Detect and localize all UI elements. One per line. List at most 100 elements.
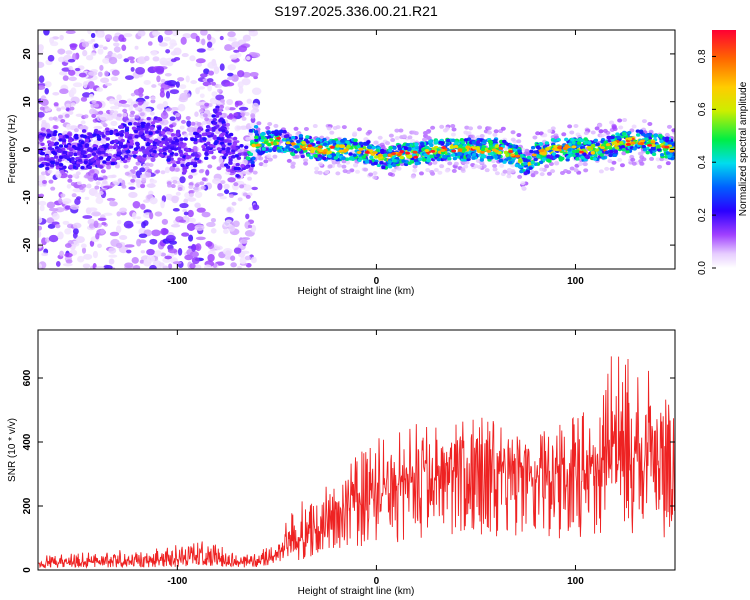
- snr-series: [38, 356, 675, 569]
- heatmap-cell: [479, 158, 485, 162]
- heatmap-cell: [391, 163, 397, 167]
- heatmap-cell: [231, 146, 236, 150]
- heatmap-cell: [165, 91, 171, 99]
- heatmap-cell: [317, 145, 323, 149]
- heatmap-cell: [99, 147, 105, 152]
- heatmap-cell: [164, 80, 172, 86]
- heatmap-cell: [169, 240, 178, 245]
- heatmap-cell: [78, 72, 87, 78]
- heatmap-cell: [538, 160, 544, 165]
- heatmap-cell: [105, 137, 111, 141]
- heatmap-cell: [256, 121, 262, 126]
- heatmap-cell: [109, 200, 114, 207]
- heatmap-cell: [637, 151, 643, 156]
- heatmap-cell: [82, 92, 91, 98]
- heatmap-cell: [667, 141, 672, 145]
- heatmap-cell: [53, 155, 59, 159]
- heatmap-cell: [68, 164, 74, 169]
- heatmap-cell: [343, 148, 349, 152]
- heatmap-cell: [224, 106, 230, 111]
- heatmap-cell: [118, 135, 124, 140]
- heatmap-cell: [231, 41, 241, 48]
- heatmap-cell: [58, 144, 64, 148]
- heatmap-cell: [124, 171, 130, 176]
- heatmap-cell: [221, 120, 226, 125]
- heatmap-cell: [394, 136, 400, 141]
- heatmap-cell: [293, 126, 299, 131]
- heatmap-cell: [358, 147, 364, 151]
- heatmap-cell: [101, 221, 107, 226]
- heatmap-cell: [64, 113, 70, 118]
- heatmap-cell: [82, 263, 91, 269]
- heatmap-cell: [493, 138, 498, 143]
- heatmap-cell: [145, 162, 151, 167]
- heatmap-cell: [166, 60, 174, 67]
- heatmap-cell: [151, 84, 157, 88]
- heatmap-cell: [98, 156, 104, 160]
- heatmap-cell: [140, 250, 146, 254]
- heatmap-cell: [207, 134, 212, 138]
- snr-line: [38, 356, 675, 569]
- heatmap-cell: [79, 154, 84, 159]
- heatmap-cell: [348, 152, 353, 156]
- heatmap-cell: [132, 150, 137, 155]
- heatmap-cell: [97, 217, 107, 221]
- heatmap-cell: [155, 66, 165, 73]
- heatmap-cell: [651, 152, 657, 157]
- heatmap-cell: [656, 147, 662, 152]
- heatmap-cell: [310, 149, 315, 154]
- heatmap-cell: [188, 171, 198, 176]
- heatmap-cell: [331, 153, 337, 157]
- heatmap-cell: [124, 262, 134, 268]
- heatmap-cell: [614, 146, 620, 150]
- heatmap-cell: [127, 136, 133, 140]
- heatmap-cell: [104, 34, 113, 41]
- heatmap-cell: [183, 198, 189, 204]
- heatmap-cell: [247, 224, 253, 229]
- heatmap-cell: [189, 55, 196, 62]
- heatmap-cell: [56, 107, 62, 112]
- heatmap-cell: [72, 173, 78, 178]
- heatmap-cell: [68, 151, 74, 155]
- heatmap-cell: [599, 153, 604, 157]
- heatmap-cell: [99, 64, 104, 71]
- heatmap-cell: [157, 126, 162, 131]
- heatmap-cell: [99, 113, 108, 122]
- heatmap-cell: [228, 158, 233, 162]
- heatmap-cell: [194, 111, 199, 117]
- heatmap-cell: [206, 47, 215, 51]
- heatmap-cell: [130, 110, 136, 115]
- heatmap-cell: [152, 56, 160, 62]
- heatmap-cell: [175, 160, 181, 165]
- heatmap-cell: [317, 154, 322, 158]
- heatmap-cell: [296, 139, 301, 144]
- heatmap-cell: [70, 87, 77, 95]
- heatmap-cell: [123, 144, 128, 149]
- heatmap-cell: [180, 163, 185, 168]
- heatmap-cell: [526, 155, 532, 160]
- heatmap-cell: [186, 120, 192, 128]
- heatmap-cell: [235, 173, 240, 178]
- heatmap-cell: [195, 101, 203, 107]
- x-tick-label: 100: [567, 276, 584, 287]
- heatmap-cell: [81, 150, 87, 154]
- heatmap-cell: [433, 167, 439, 172]
- heatmap-cell: [47, 54, 55, 62]
- heatmap-cell: [128, 145, 134, 149]
- heatmap-cell: [45, 166, 50, 171]
- heatmap-cell: [335, 160, 341, 165]
- heatmap-cell: [80, 165, 85, 170]
- heatmap-cell: [226, 76, 235, 81]
- heatmap-cell: [199, 93, 205, 99]
- heatmap-cell: [212, 121, 218, 125]
- heatmap-cell: [667, 154, 672, 159]
- heatmap-cell: [335, 125, 341, 130]
- heatmap-cell: [227, 177, 236, 183]
- heatmap-cell: [92, 118, 98, 123]
- heatmap-cell: [204, 117, 210, 122]
- heatmap-cell: [221, 150, 226, 154]
- heatmap-cell: [477, 125, 483, 130]
- heatmap-cell: [252, 204, 260, 211]
- heatmap-cell: [77, 143, 82, 148]
- heatmap-cell: [244, 255, 251, 261]
